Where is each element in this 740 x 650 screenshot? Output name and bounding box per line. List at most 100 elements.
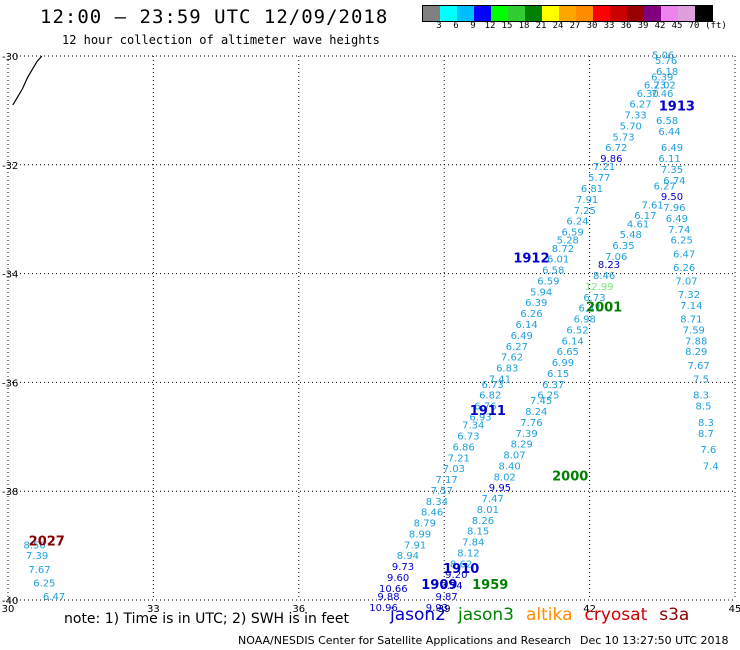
wave-height-value: 6.76 — [474, 402, 496, 413]
legend-swatch — [610, 6, 627, 21]
wave-height-value: 8.23 — [598, 260, 620, 271]
wave-height-value: 6.01 — [547, 255, 569, 266]
wave-height-value: 8.07 — [503, 451, 525, 462]
pass-time-label: 2000 — [552, 469, 588, 484]
wave-height-value: 6.65 — [557, 347, 579, 358]
wave-height-value: 6.47 — [578, 304, 600, 315]
wave-height-value: 7.07 — [675, 276, 697, 287]
legend-swatch — [627, 6, 644, 21]
wave-height-value: 7.02 — [654, 81, 676, 92]
y-tick-label: -40 — [2, 596, 18, 607]
wave-height-value: 9.50 — [661, 192, 683, 203]
wave-height-value: 7.6 — [700, 445, 716, 456]
wave-height-value: 5.06 — [652, 51, 674, 62]
wave-height-value: 7.76 — [520, 418, 542, 429]
wave-height-value: 9.95 — [489, 483, 511, 494]
wave-height-value: 6.24 — [566, 217, 588, 228]
map-subtitle: 12 hour collection of altimeter wave hei… — [62, 33, 380, 47]
wave-height-value: 8.24 — [525, 407, 547, 418]
wave-height-value: 8.34 — [426, 497, 448, 508]
x-tick-label: 36 — [292, 604, 305, 615]
wave-height-value: 7.88 — [685, 336, 707, 347]
wave-height-value: 8.40 — [498, 461, 520, 472]
wave-height-value: 9.74 — [440, 581, 462, 592]
legend-swatch — [474, 6, 491, 21]
wave-height-value: 7.32 — [678, 290, 700, 301]
wave-height-value: 7.84 — [462, 538, 484, 549]
wave-height-value: 7.14 — [680, 301, 702, 312]
legend-swatch — [593, 6, 610, 21]
satellite-s3a-label: s3a — [659, 605, 690, 625]
wave-height-value: 8.7 — [698, 429, 714, 440]
wave-height-value: 7.59 — [683, 325, 705, 336]
wave-height-value: 7.67 — [688, 361, 710, 372]
wave-height-value: 10.96 — [369, 603, 398, 614]
wave-height-value: 7.35 — [661, 165, 683, 176]
wave-height-value: 6.49 — [666, 214, 688, 225]
wave-height-value: 10.66 — [379, 584, 408, 595]
legend-tick-label: 33 — [603, 21, 615, 31]
legend-tick-label: 27 — [569, 21, 581, 31]
legend-swatch — [576, 6, 593, 21]
pass-time-label: 1912 — [513, 252, 549, 267]
wave-height-value: 6.73 — [457, 432, 479, 443]
y-tick-label: -36 — [2, 378, 18, 389]
wave-height-value: 6.99 — [552, 358, 574, 369]
legend-tick-label: 15 — [501, 21, 513, 31]
wave-height-value: 6.86 — [452, 442, 474, 453]
wave-height-value: 8.02 — [494, 472, 516, 483]
pass-time-label: 1910 — [443, 562, 479, 577]
wave-height-value: 8.79 — [414, 519, 436, 530]
credit-line: NOAA/NESDIS Center for Satellite Applica… — [238, 634, 572, 647]
wave-height-value: 8.46 — [593, 271, 615, 282]
wave-height-value: 6.35 — [612, 241, 634, 252]
wave-height-value: 6.98 — [574, 315, 596, 326]
wave-height-value: 6.14 — [515, 320, 537, 331]
wave-height-value: 6.44 — [658, 127, 680, 138]
wave-height-value: 6.25 — [33, 578, 55, 589]
legend-swatch — [440, 6, 457, 21]
wave-height-value: 6.15 — [547, 369, 569, 380]
wave-height-value: 7.74 — [668, 225, 690, 236]
wave-height-value: 6.58 — [542, 266, 564, 277]
wave-height-value: 8.3 — [693, 391, 709, 402]
wave-height-value: 7.91 — [576, 195, 598, 206]
wave-height-value: 6.49 — [511, 331, 533, 342]
satellite-cryosat-label: cryosat — [584, 605, 648, 625]
legend-tick-label: 18 — [518, 21, 530, 31]
wave-height-value: 6.59 — [537, 276, 559, 287]
wave-height-value: 9.86 — [600, 154, 622, 165]
wave-height-value: 6.52 — [566, 325, 588, 336]
wave-height-value: 8.5 — [696, 402, 712, 413]
wave-height-value: 8.99 — [409, 529, 431, 540]
wave-height-value: 6.27 — [654, 181, 676, 192]
wave-height-value: 7.21 — [448, 453, 470, 464]
wave-height-value: 9.60 — [387, 573, 409, 584]
wave-height-value: 5.77 — [588, 173, 610, 184]
wave-height-value: 6.11 — [658, 154, 680, 165]
wave-height-value: 7.61 — [641, 200, 663, 211]
legend-tick-label: 6 — [453, 21, 459, 31]
pass-time-label: 2027 — [29, 535, 65, 550]
wave-height-value: 7.34 — [462, 421, 484, 432]
axis-tick-labels: 30 33 36 39 42 45 -30 -32 -34 -36 -38 -40 — [2, 52, 740, 615]
wave-height-value: 6.72 — [605, 143, 627, 154]
coastline — [12, 55, 43, 106]
legend-tick-label: 3 — [436, 21, 442, 31]
wave-height-value: 7.41 — [489, 374, 511, 385]
pass-time-label: 2001 — [586, 301, 622, 316]
graticule — [7, 55, 736, 601]
generation-timestamp: Dec 10 13:27:50 UTC 2018 — [580, 634, 729, 647]
legend-swatch — [423, 6, 440, 21]
legend-tick-label: 45 — [671, 21, 683, 31]
wave-height-value: 8.15 — [467, 527, 489, 538]
coastline-segment — [12, 55, 43, 106]
wave-height-value: 9.93 — [426, 603, 448, 614]
wave-height-observations: 5.065.766.186.397.026.237.466.306.276.58… — [24, 51, 719, 614]
wave-height-value: 8.62 — [450, 559, 472, 570]
wave-height-value: 8.3 — [698, 418, 714, 429]
legend-swatch — [491, 6, 508, 21]
wave-height-value: 6.26 — [673, 263, 695, 274]
satellite-altika-label: altika — [526, 605, 573, 625]
